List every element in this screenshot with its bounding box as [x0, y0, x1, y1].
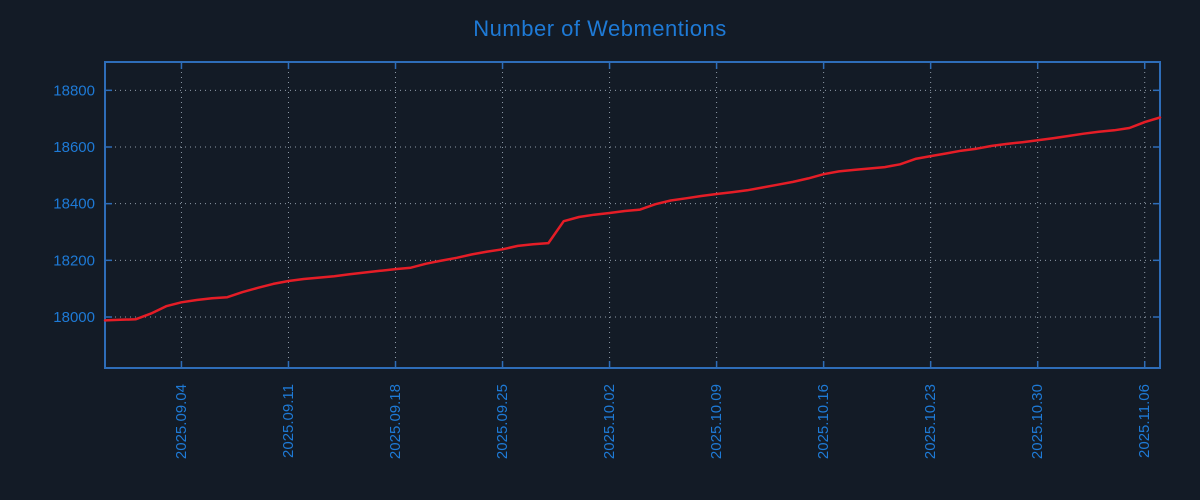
y-tick-label: 18800	[53, 82, 95, 99]
plot-border-rect	[104, 61, 1161, 369]
axis-tick-marks	[105, 62, 1160, 368]
chart-title: Number of Webmentions	[473, 16, 727, 41]
x-tick-label: 2025.10.02	[601, 384, 618, 459]
x-tick-label: 2025.11.06	[1136, 384, 1153, 458]
webmentions-series-polyline	[103, 116, 1162, 322]
plot-border	[104, 61, 1161, 369]
series-line	[103, 116, 1162, 322]
y-tick-label: 18600	[53, 139, 95, 156]
x-tick-label: 2025.10.23	[922, 384, 939, 459]
y-tick-label: 18400	[53, 196, 95, 213]
gridlines	[105, 62, 1160, 368]
x-tick-label: 2025.09.25	[494, 384, 511, 459]
x-tick-label: 2025.09.11	[280, 384, 297, 458]
x-tick-label: 2025.10.30	[1029, 384, 1046, 459]
x-tick-label: 2025.10.09	[708, 384, 725, 459]
x-tick-label: 2025.10.16	[815, 384, 832, 459]
axis-labels: 18000 18200 18400 18600 18800 2025.09.04 2025.…	[53, 82, 1153, 459]
x-tick-label: 2025.09.04	[173, 384, 190, 459]
y-tick-label: 18200	[53, 252, 95, 269]
y-tick-label: 18000	[53, 309, 95, 326]
x-tick-label: 2025.09.18	[387, 384, 404, 459]
